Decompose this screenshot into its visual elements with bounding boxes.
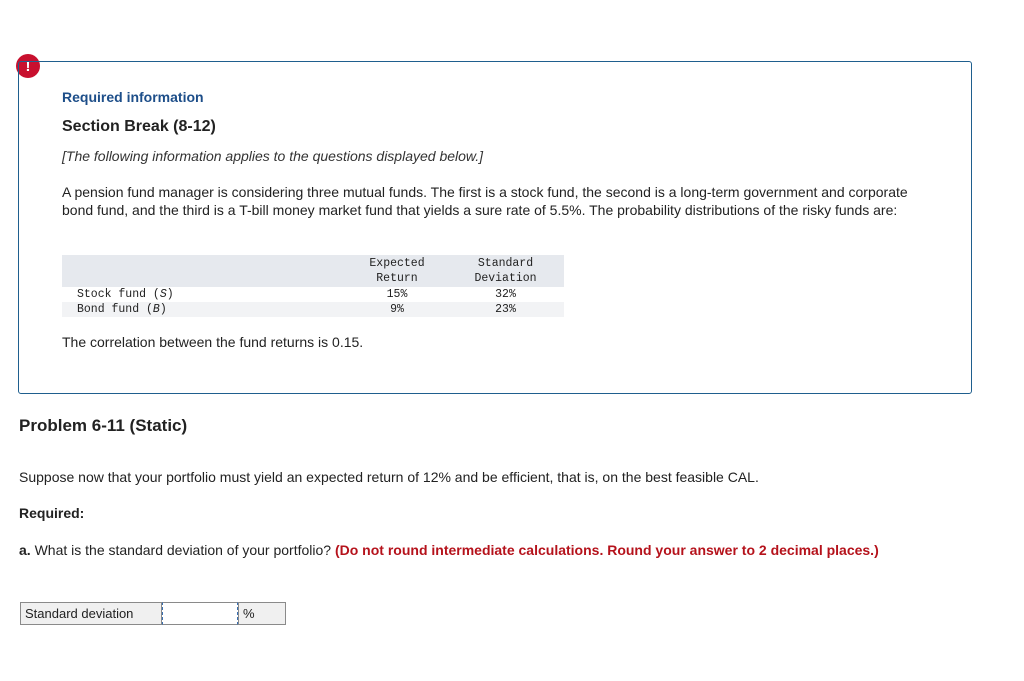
- table-header-row: Expected Return Standard Deviation: [62, 255, 564, 287]
- question-label: a.: [19, 542, 31, 558]
- fund-standard-deviation: 23%: [447, 302, 564, 317]
- table-row: Stock fund (S) 15% 32%: [62, 287, 564, 302]
- fund-name: Stock fund (S): [77, 288, 174, 301]
- answer-row: Standard deviation %: [20, 602, 286, 625]
- scenario-text: A pension fund manager is considering th…: [62, 184, 908, 218]
- problem-statement: Suppose now that your portfolio must yie…: [19, 469, 759, 485]
- fund-standard-deviation: 32%: [495, 288, 516, 301]
- answer-unit: %: [238, 602, 286, 625]
- header-fund: [62, 255, 347, 287]
- standard-deviation-input[interactable]: [162, 602, 238, 625]
- fund-expected-return: 9%: [347, 302, 447, 317]
- info-title: Required information: [62, 89, 204, 105]
- question-text: What is the standard deviation of your p…: [30, 542, 335, 558]
- section-break-title: Section Break (8-12): [62, 118, 216, 135]
- alert-icon: !: [16, 54, 40, 78]
- problem-title: Problem 6-11 (Static): [19, 416, 188, 435]
- fund-name: Bond fund (B): [62, 302, 347, 317]
- question-instruction: (Do not round intermediate calculations.…: [334, 542, 879, 558]
- question-a: a. What is the standard deviation of you…: [19, 541, 949, 559]
- required-label: Required:: [19, 505, 85, 521]
- header-expected-return: Expected Return: [347, 255, 447, 287]
- required-information-panel: Required information Section Break (8-12…: [18, 61, 972, 394]
- table-row: Bond fund (B) 9% 23%: [62, 302, 564, 317]
- answer-label: Standard deviation: [20, 602, 162, 625]
- fund-distribution-table: Expected Return Standard Deviation Stock…: [62, 255, 564, 317]
- fund-expected-return: 15%: [386, 288, 408, 301]
- correlation-text: The correlation between the fund returns…: [62, 334, 364, 350]
- applies-note: [The following information applies to th…: [62, 148, 484, 164]
- header-standard-deviation: Standard Deviation: [447, 255, 564, 287]
